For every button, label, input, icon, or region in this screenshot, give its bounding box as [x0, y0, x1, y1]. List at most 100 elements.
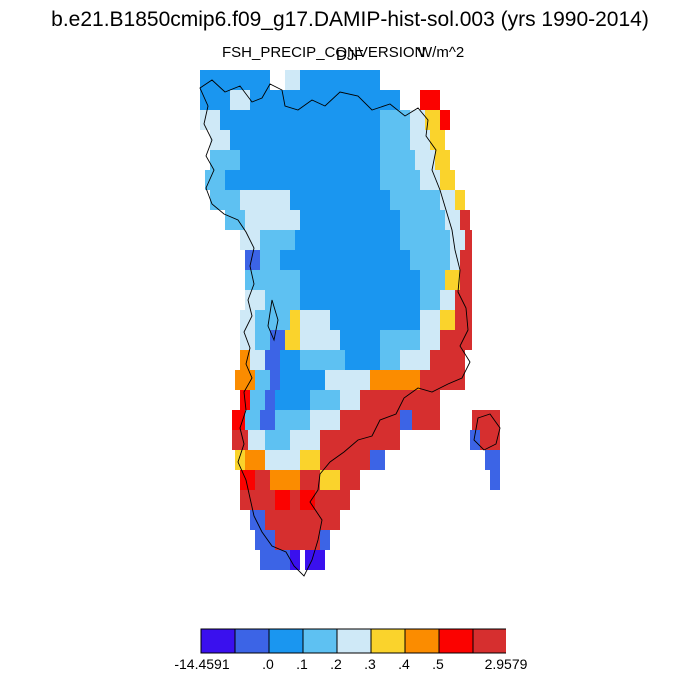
grid-cell [245, 450, 265, 470]
grid-cell [255, 370, 270, 390]
grid-cell [380, 170, 420, 190]
grid-cell [300, 70, 380, 90]
grid-cell [330, 310, 360, 330]
grid-cell [410, 250, 450, 270]
grid-cell [320, 530, 330, 550]
grid-cell [240, 330, 255, 350]
grid-cell [240, 350, 250, 370]
grid-cell [485, 450, 500, 470]
grid-cell [345, 350, 380, 370]
coastline [199, 79, 501, 577]
units-label: W/m^2 [418, 44, 465, 61]
grid-cell [380, 150, 415, 170]
grid-cell [400, 350, 430, 370]
colorbar-label: .1 [296, 656, 308, 672]
grid-cell [380, 390, 440, 410]
grid-cell [410, 130, 430, 150]
colorbar-label: .4 [398, 656, 410, 672]
grid-cell [240, 310, 255, 330]
grid-cell [430, 130, 445, 150]
grid-cell [250, 510, 265, 530]
grid-cell [340, 470, 360, 490]
grid-cell [350, 370, 370, 390]
grid-cell [280, 350, 300, 370]
grid-cell [310, 410, 340, 430]
grid-cell [255, 470, 270, 490]
grid-cell [380, 410, 400, 430]
grid-cell [290, 430, 320, 450]
grid-cell [455, 310, 472, 330]
grid-cell [460, 270, 472, 290]
grid-cell [295, 230, 400, 250]
grid-cell [235, 450, 245, 470]
grid-cell [248, 430, 265, 450]
grid-cell [460, 250, 472, 270]
grid-cell [340, 390, 360, 410]
grid-cell [440, 170, 455, 190]
grid-cell [310, 390, 340, 410]
grid-cell [230, 90, 250, 110]
grid-cell [380, 350, 400, 370]
grid-cell [232, 410, 245, 430]
grid-cell [300, 350, 345, 370]
grid-cell [455, 190, 465, 210]
grid-cell [265, 510, 280, 530]
colorbar-label: 2.9579 [484, 656, 528, 672]
grid-cell [265, 170, 380, 190]
grid-cell [370, 370, 390, 390]
colorbar-swatch [438, 628, 474, 654]
grid-cell [255, 330, 270, 350]
grid-cell [265, 450, 300, 470]
grid-cell [275, 410, 310, 430]
grid-cell [420, 170, 440, 190]
grid-cell [260, 230, 295, 250]
grid-cell [470, 430, 480, 450]
grid-cell [440, 190, 455, 210]
grid-cell [240, 150, 380, 170]
grid-cell [285, 330, 300, 350]
grid-cell [360, 390, 380, 410]
grid-cell [420, 290, 440, 310]
colorbar-swatch [370, 628, 406, 654]
grid-cell [420, 270, 445, 290]
colorbar-swatch [336, 628, 372, 654]
grid-cell [280, 510, 300, 530]
grid-cell [340, 330, 380, 350]
grid-cell [445, 270, 460, 290]
grid-cell [255, 530, 275, 550]
grid-cells [200, 70, 500, 570]
grid-cell [250, 90, 400, 110]
grid-cell [400, 230, 450, 250]
grid-cell [400, 410, 412, 430]
grid-cell [380, 110, 410, 130]
grid-cell [380, 330, 420, 350]
grid-cell [370, 450, 385, 470]
colorbar-swatch [268, 628, 304, 654]
grid-cell [455, 290, 472, 310]
grid-cell [420, 90, 440, 110]
grid-cell [320, 450, 370, 470]
grid-cell [270, 470, 300, 490]
grid-cell [275, 490, 290, 510]
grid-cell [325, 370, 350, 390]
colorbar-swatch [234, 628, 270, 654]
grid-cell [200, 110, 220, 130]
grid-cell [265, 270, 300, 290]
grid-cell [225, 210, 245, 230]
grid-cell [390, 190, 440, 210]
grid-cell [420, 370, 465, 390]
grid-cell [290, 190, 390, 210]
grid-cell [245, 250, 260, 270]
grid-cell [400, 210, 445, 230]
grid-cell [245, 210, 300, 230]
grid-cell [300, 310, 330, 330]
grid-cell [440, 110, 450, 130]
colorbar-swatch [404, 628, 440, 654]
grid-cell [320, 470, 340, 490]
grid-cell [420, 330, 440, 350]
grid-cell [200, 90, 230, 110]
grid-cell [285, 70, 300, 90]
grid-cell [280, 250, 410, 270]
grid-cell [300, 210, 400, 230]
grid-cell [450, 230, 465, 250]
